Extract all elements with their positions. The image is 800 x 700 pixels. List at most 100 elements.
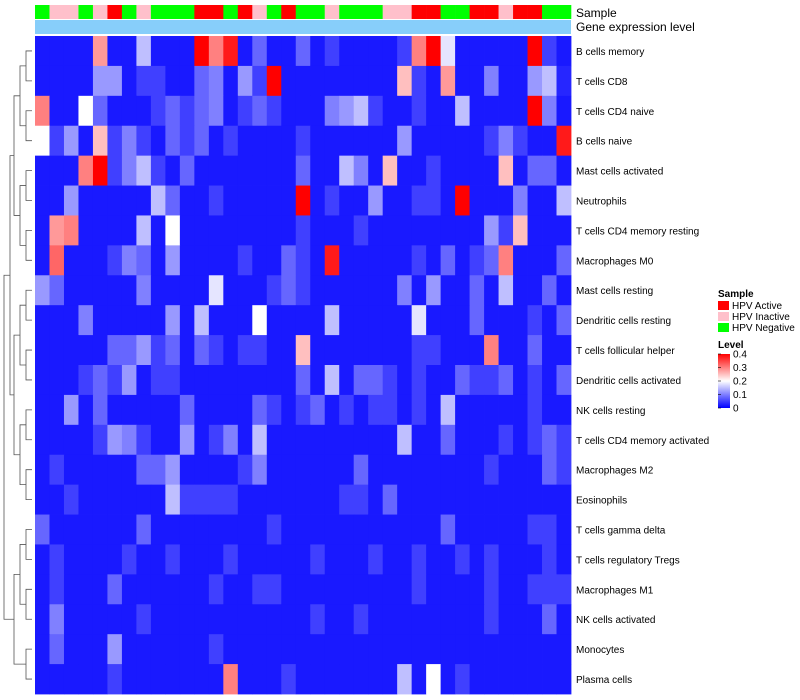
heatmap-cell [150, 125, 166, 157]
heatmap-cell [498, 604, 514, 635]
heatmap-cell [397, 95, 413, 127]
heatmap-cell [107, 544, 123, 575]
heatmap-cell [150, 424, 166, 456]
heatmap-cell [121, 574, 137, 605]
heatmap-cell [208, 95, 224, 127]
heatmap-cell [310, 574, 326, 605]
heatmap-cell [353, 275, 369, 306]
heatmap-cell [49, 394, 65, 426]
heatmap-cell [179, 335, 195, 366]
heatmap-cell [107, 155, 123, 186]
heatmap-cell [121, 215, 137, 246]
heatmap-cell [63, 155, 79, 186]
heatmap-cell [252, 125, 268, 157]
heatmap-cell [194, 245, 210, 276]
heatmap-cell [223, 634, 239, 665]
heatmap-cell [121, 155, 137, 186]
heatmap-cell [469, 394, 485, 426]
heatmap-cell [266, 365, 282, 396]
heatmap-cell [469, 454, 485, 486]
heatmap-cell [368, 394, 384, 426]
heatmap-cell [165, 484, 181, 515]
heatmap-cell [426, 454, 442, 486]
heatmap-cell [440, 185, 456, 216]
heatmap-cells [35, 36, 572, 695]
heatmap-cell [411, 125, 427, 157]
legend-tick-label: 0.2 [733, 377, 747, 388]
dendrogram-branch [13, 334, 20, 456]
heatmap-cell [397, 574, 413, 605]
heatmap-cell [426, 365, 442, 396]
sample-annotation-cell [411, 5, 427, 19]
heatmap-cell [368, 544, 384, 575]
heatmap-cell [78, 65, 94, 97]
heatmap-cell [92, 185, 108, 216]
heatmap-cell [92, 604, 108, 635]
heatmap-cell [339, 155, 355, 186]
heatmap-cell [397, 424, 413, 456]
heatmap-cell [295, 335, 311, 366]
heatmap-cell [237, 664, 253, 695]
heatmap-cell [107, 36, 123, 67]
heatmap-cell [49, 245, 65, 276]
heatmap-cell [78, 424, 94, 456]
heatmap-cell [121, 335, 137, 366]
heatmap-cell [556, 454, 572, 486]
row-label: Macrophages M1 [576, 585, 654, 596]
heatmap-cell [49, 604, 65, 635]
heatmap-cell [194, 125, 210, 157]
heatmap-cell [194, 634, 210, 665]
row-labels: B cells memory T cells CD8 T cells CD4 nai… [576, 47, 709, 686]
heatmap-cell [266, 454, 282, 486]
heatmap-cell [542, 365, 557, 396]
sample-annotation-cell [194, 5, 210, 19]
heatmap-cell [542, 155, 557, 186]
heatmap-cell [339, 185, 355, 216]
sample-annotation-cell [208, 5, 224, 19]
sample-annotation-cell [527, 5, 543, 19]
heatmap-cell [426, 36, 442, 67]
heatmap-cell [411, 394, 427, 426]
heatmap-cell [324, 604, 340, 635]
heatmap-cell [237, 125, 253, 157]
heatmap-cell [63, 574, 79, 605]
sample-annotation-cell [295, 5, 311, 19]
heatmap-cell [498, 155, 514, 186]
heatmap-cell [426, 604, 442, 635]
heatmap-cell [35, 215, 50, 246]
heatmap-cell [411, 305, 427, 336]
heatmap-cell [484, 65, 499, 97]
heatmap-cell [92, 544, 108, 575]
heatmap-cell [411, 65, 427, 97]
heatmap-cell [223, 95, 239, 127]
heatmap-cell [339, 365, 355, 396]
heatmap-cell [237, 544, 253, 575]
heatmap-cell [440, 65, 456, 97]
heatmap-cell [150, 65, 166, 97]
heatmap-cell [63, 484, 79, 515]
heatmap-cell [208, 514, 224, 545]
heatmap-cell [353, 484, 369, 515]
sample-annotation-cell [237, 5, 253, 19]
heatmap-cell [556, 335, 572, 366]
heatmap-cell [136, 544, 152, 575]
heatmap-cell [49, 664, 65, 695]
sample-annotation-cell [179, 5, 195, 19]
heatmap-cell [78, 125, 94, 157]
legend-swatch [718, 323, 729, 332]
heatmap-cell [252, 245, 268, 276]
heatmap-cell [484, 574, 499, 605]
heatmap-cell [426, 394, 442, 426]
heatmap-cell [194, 65, 210, 97]
heatmap-cell [339, 215, 355, 246]
heatmap-cell [295, 454, 311, 486]
heatmap-cell [397, 454, 413, 486]
heatmap-cell [223, 394, 239, 426]
heatmap-cell [194, 544, 210, 575]
heatmap-cell [339, 604, 355, 635]
heatmap-cell [339, 574, 355, 605]
heatmap-cell [92, 394, 108, 426]
heatmap-cell [339, 65, 355, 97]
heatmap-cell [63, 215, 79, 246]
heatmap-cell [92, 514, 108, 545]
